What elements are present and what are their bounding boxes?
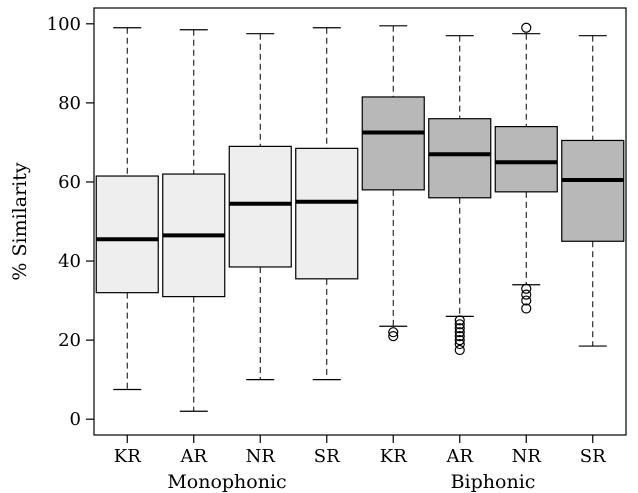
group-label: Monophonic: [167, 471, 286, 493]
iqr-box: [561, 139, 625, 242]
iqr-box: [494, 126, 558, 193]
outlier-point: [521, 289, 532, 300]
iqr-box: [295, 147, 359, 280]
outlier-point: [454, 335, 465, 346]
y-tick-label: 20: [58, 330, 81, 351]
iqr-box: [228, 145, 292, 268]
y-tick-label: 80: [58, 93, 81, 114]
iqr-box: [361, 96, 425, 191]
outlier-point: [454, 344, 465, 356]
iqr-box: [95, 175, 159, 294]
x-tick-label: KR: [114, 446, 141, 467]
x-tick-label: SR: [580, 446, 606, 467]
x-axis: KR AR NR SR KR AR NR SR Monophonic Biphonic: [114, 435, 606, 493]
outlier-point: [521, 303, 532, 314]
outlier-point: [454, 327, 465, 338]
y-tick-label: 0: [70, 409, 81, 430]
x-tick-label: NR: [512, 446, 542, 467]
x-tick-label: NR: [246, 446, 276, 467]
outlier-point: [521, 295, 532, 306]
y-tick-label: 100: [47, 14, 81, 35]
y-axis: 0 20 40 60 80 100: [47, 14, 94, 430]
y-tick-label: 40: [58, 251, 81, 272]
boxes-layer: [95, 22, 625, 412]
outlier-point: [388, 327, 399, 338]
x-tick-label: SR: [314, 446, 340, 467]
x-tick-label: AR: [445, 446, 473, 467]
plot-frame: [93, 7, 627, 436]
outlier-point: [454, 323, 465, 334]
outlier-point: [454, 338, 465, 350]
group-label: Biphonic: [451, 471, 536, 493]
outlier-point: [454, 331, 465, 342]
outlier-point: [454, 315, 465, 326]
y-axis-label: % Similarity: [9, 162, 31, 280]
y-tick-label: 60: [58, 172, 81, 193]
outlier-point: [521, 22, 532, 33]
outlier-point: [388, 331, 399, 342]
outlier-point: [454, 319, 465, 330]
x-tick-label: KR: [380, 446, 407, 467]
iqr-box: [428, 118, 492, 199]
outlier-point: [521, 283, 532, 294]
x-tick-label: AR: [179, 446, 207, 467]
